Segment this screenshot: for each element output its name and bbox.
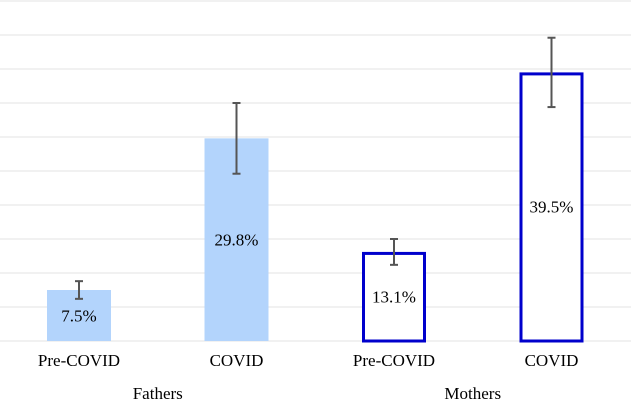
error-bar xyxy=(390,238,398,266)
group-label: Fathers xyxy=(133,384,183,402)
error-bar xyxy=(75,280,83,300)
x-tick-label: Pre-COVID xyxy=(353,351,435,370)
group-label: Mothers xyxy=(444,384,501,402)
x-tick-label: COVID xyxy=(210,351,264,370)
data-label: 39.5% xyxy=(530,198,574,217)
bar xyxy=(519,72,584,343)
data-label: 7.5% xyxy=(61,306,96,325)
x-tick-label: COVID xyxy=(525,351,579,370)
data-label: 29.8% xyxy=(215,231,259,250)
x-tick-label: Pre-COVID xyxy=(38,351,120,370)
data-label: 13.1% xyxy=(372,287,416,306)
error-bar xyxy=(547,36,556,109)
error-bar xyxy=(232,102,241,175)
bar xyxy=(362,251,426,343)
